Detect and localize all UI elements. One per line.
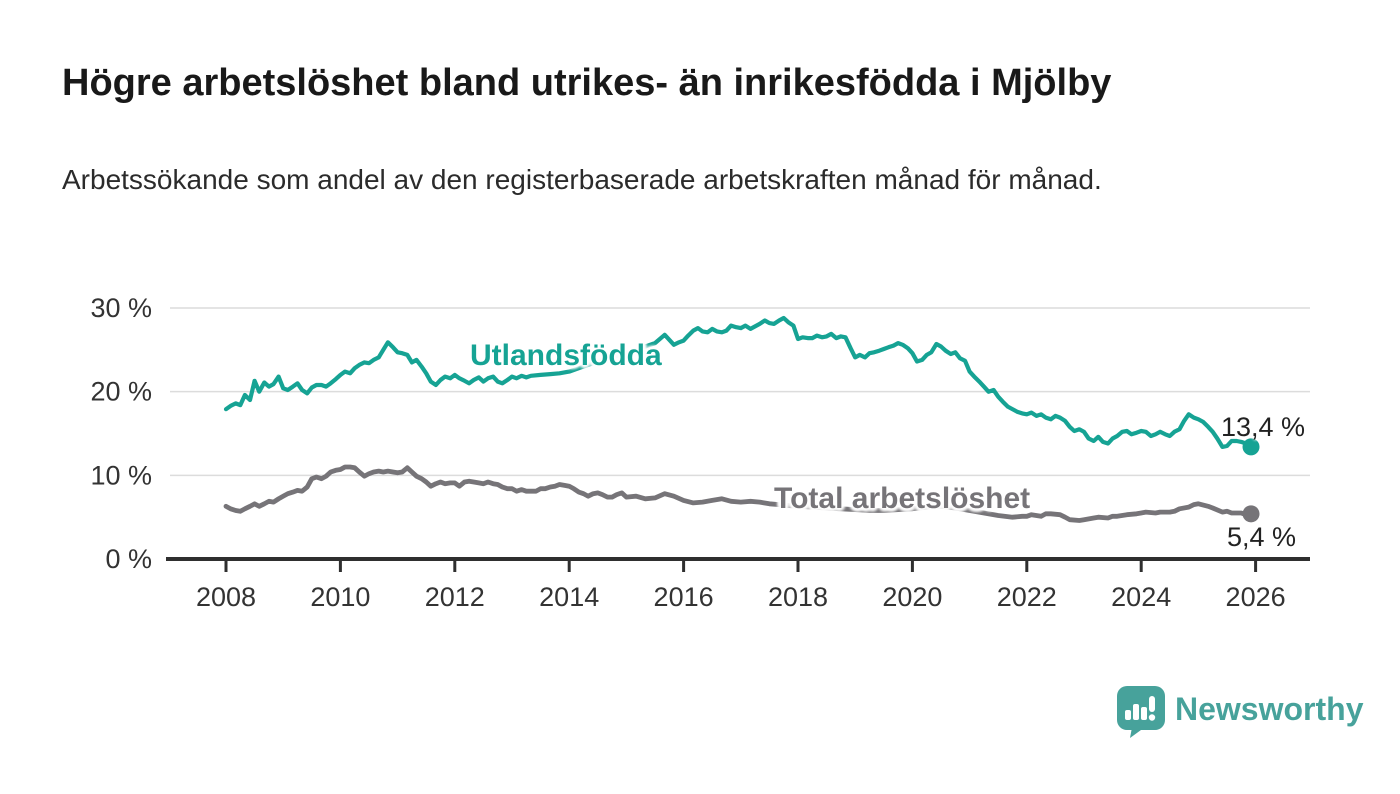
- svg-text:2020: 2020: [882, 582, 942, 612]
- svg-text:2010: 2010: [310, 582, 370, 612]
- chart-subtitle: Arbetssökande som andel av den registerb…: [62, 164, 1102, 195]
- svg-text:2014: 2014: [539, 582, 599, 612]
- series-label-utlandsfodda: Utlandsfödda: [470, 339, 662, 372]
- newsworthy-logo-icon: [1117, 686, 1165, 738]
- svg-text:2022: 2022: [997, 582, 1057, 612]
- page-title: Högre arbetslöshet bland utrikes- än inr…: [62, 62, 1112, 104]
- svg-text:2008: 2008: [196, 582, 256, 612]
- end-value-label-utlandsfodda: 13,4 %: [1221, 412, 1306, 442]
- svg-text:2012: 2012: [425, 582, 485, 612]
- svg-text:10 %: 10 %: [90, 460, 152, 490]
- svg-text:2024: 2024: [1111, 582, 1171, 612]
- svg-text:30 %: 30 %: [90, 293, 152, 323]
- svg-text:2018: 2018: [768, 582, 828, 612]
- svg-text:20 %: 20 %: [90, 377, 152, 407]
- newsworthy-logo: Newsworthy: [1117, 686, 1363, 738]
- svg-text:0 %: 0 %: [105, 544, 152, 574]
- svg-text:2026: 2026: [1226, 582, 1286, 612]
- newsworthy-wordmark: Newsworthy: [1175, 690, 1364, 727]
- series-label-total-arbetsloshet: Total arbetslöshet: [774, 482, 1031, 515]
- end-value-label-total: 5,4 %: [1227, 522, 1297, 552]
- bar-chart-exclamation-glyph: [1125, 696, 1156, 721]
- svg-text:2016: 2016: [654, 582, 714, 612]
